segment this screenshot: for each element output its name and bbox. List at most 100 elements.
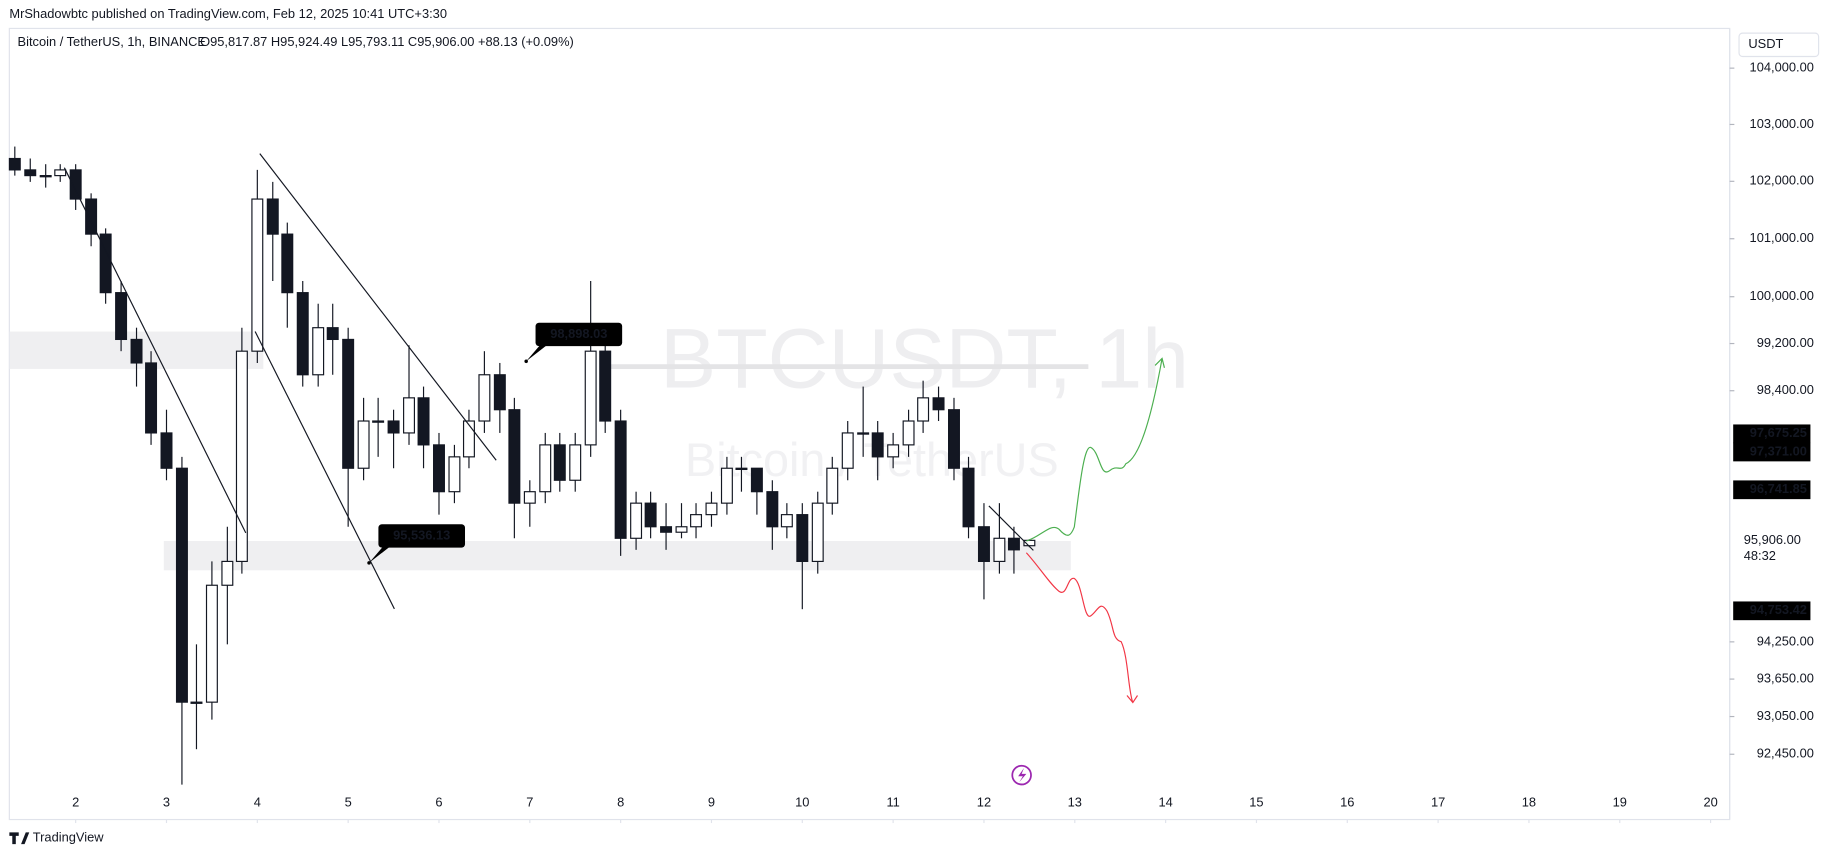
axes: 2 3 4 5 6 7 8 9 10 11 12 13 14 15 16 17 18 19 20 104,000.00… — [72, 60, 1814, 824]
candle-body — [766, 491, 779, 528]
candle-body — [24, 169, 37, 177]
candle-body — [296, 292, 309, 376]
candle-body — [569, 444, 582, 481]
candle-body — [312, 327, 325, 376]
candle-body — [326, 327, 339, 341]
candle-body — [630, 502, 643, 539]
x-tick-label: 6 — [435, 795, 442, 810]
candle-body — [69, 169, 82, 200]
candle-body — [54, 169, 67, 177]
zones — [9, 331, 1089, 571]
bullish-projection — [1026, 357, 1165, 542]
candle-body — [130, 338, 143, 364]
support-zone — [163, 541, 1071, 571]
x-tick-label: 16 — [1340, 795, 1354, 810]
candle-body — [462, 420, 475, 458]
candle-body — [993, 537, 1006, 563]
event-icon[interactable] — [1011, 764, 1032, 786]
currency-box[interactable] — [1738, 32, 1820, 58]
candle-body — [508, 409, 521, 504]
x-tick-label: 9 — [708, 795, 715, 810]
drawings — [63, 153, 1165, 786]
trend-line — [63, 167, 247, 534]
candle-body — [85, 198, 98, 235]
candle-body — [281, 233, 294, 294]
price-marker-label: 97,675.25 — [1750, 425, 1807, 440]
x-tick-label: 5 — [345, 795, 352, 810]
candle-body — [251, 198, 264, 352]
x-tick-label: 18 — [1522, 795, 1536, 810]
bearish-projection — [1025, 552, 1138, 704]
y-tick-label: 93,650.00 — [1757, 670, 1814, 685]
annotation-label: 95,536.13 — [393, 527, 450, 542]
candle-body — [871, 432, 884, 458]
x-tick-label: 13 — [1068, 795, 1082, 810]
x-tick-label: 12 — [977, 795, 991, 810]
x-tick-label: 3 — [163, 795, 170, 810]
x-tick-label: 17 — [1431, 795, 1445, 810]
candle-body — [8, 157, 21, 171]
trend-line — [254, 331, 395, 610]
currency: USDT — [1748, 36, 1783, 51]
candle-body — [493, 374, 506, 411]
y-tick-label: 101,000.00 — [1750, 230, 1814, 245]
candle-body — [417, 397, 430, 446]
brand-logo — [9, 832, 30, 845]
y-tick-label: 98,400.00 — [1757, 382, 1814, 397]
candle-body — [1007, 537, 1020, 551]
candle-body — [948, 409, 960, 469]
candle-body — [403, 397, 416, 434]
candle-body — [205, 584, 218, 703]
candle-body — [826, 467, 839, 504]
ohlc-info: O95,817.87 H95,924.49 L95,793.11 C95,906… — [200, 34, 574, 49]
price-marker — [1733, 442, 1811, 462]
brand: TradingView — [9, 830, 104, 845]
x-tick-label: 7 — [526, 795, 533, 810]
annotations: 98,898.03 95,536.13 — [367, 322, 623, 565]
candle-body — [115, 292, 128, 341]
price-marker-label: 97,371.00 — [1750, 443, 1807, 458]
candle-body — [342, 338, 355, 469]
candle-body — [39, 175, 52, 178]
candle-body — [750, 467, 763, 493]
candle-body — [811, 502, 824, 563]
candle-body — [235, 350, 248, 563]
candle-body — [644, 502, 657, 528]
candle-body — [221, 560, 234, 586]
candle-body — [614, 420, 627, 539]
y-tick-label: 102,000.00 — [1750, 173, 1814, 188]
price-marker — [1733, 424, 1811, 444]
price-marker-label: 94,753.42 — [1750, 602, 1807, 617]
candle-body — [962, 467, 975, 528]
candle-body — [160, 432, 173, 469]
y-tick-label: 93,050.00 — [1757, 708, 1814, 723]
watermark-symbol: BTCUSDT, 1h — [660, 312, 1189, 406]
y-tick-label: 100,000.00 — [1750, 288, 1814, 303]
y-tick-label: 99,200.00 — [1757, 335, 1814, 350]
candle-body — [690, 514, 703, 528]
candle-body — [917, 397, 930, 422]
y-tick-label: 94,250.00 — [1757, 633, 1814, 648]
price-marker — [1733, 601, 1811, 621]
annotation-box — [378, 524, 466, 548]
candle-body — [932, 397, 945, 411]
candle-body — [266, 198, 279, 235]
annotation-label: 98,898.03 — [550, 326, 607, 341]
candle-body — [735, 467, 748, 470]
last-price-label: 95,906.00 — [1744, 532, 1801, 547]
x-tick-label: 11 — [886, 795, 899, 810]
candle-body — [584, 350, 597, 446]
candle-body — [539, 444, 552, 493]
publish-info: MrShadowbtc published on TradingView.com… — [9, 6, 447, 21]
candle-body — [599, 350, 612, 422]
candle-body — [145, 362, 158, 434]
x-tick-label: 4 — [254, 795, 261, 810]
candle-body — [357, 420, 370, 469]
symbol-info: Bitcoin / TetherUS, 1h, BINANCE — [18, 34, 207, 49]
trend-line — [259, 153, 497, 461]
candle-body — [720, 467, 733, 504]
candle-body — [675, 526, 688, 533]
price-marker — [1733, 480, 1811, 500]
